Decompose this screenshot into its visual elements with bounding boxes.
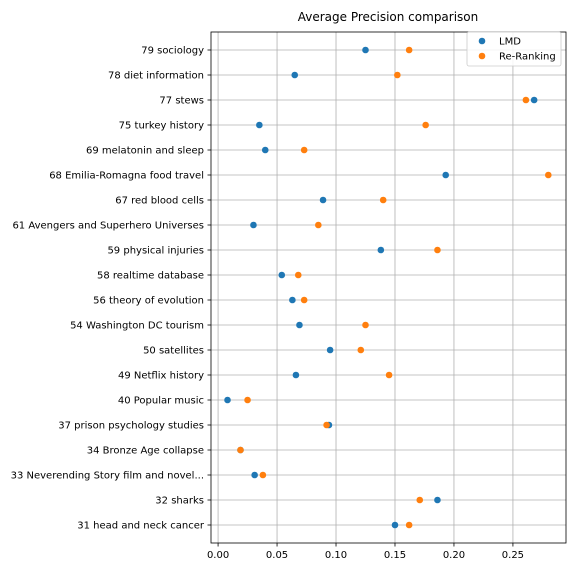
point-lmd bbox=[362, 46, 369, 54]
point-re-ranking bbox=[422, 121, 429, 129]
y-tick-label: 77 stews bbox=[159, 96, 204, 107]
point-re-ranking bbox=[294, 271, 302, 279]
point-re-ranking bbox=[244, 396, 251, 404]
y-tick-label: 69 melatonin and sleep bbox=[86, 146, 204, 157]
point-re-ranking bbox=[362, 321, 369, 329]
y-tick-label: 67 red blood cells bbox=[115, 196, 204, 207]
point-re-ranking bbox=[405, 46, 413, 54]
y-tick-label: 59 physical injuries bbox=[107, 246, 204, 257]
y-tick-label: 78 diet information bbox=[108, 71, 204, 82]
point-re-ranking bbox=[300, 296, 308, 304]
axis-ticks: 0.00 0.05 0.10 0.15 0.20 0.25 79 sociology 78 d… bbox=[11, 46, 524, 562]
point-lmd bbox=[319, 196, 327, 204]
point-lmd bbox=[261, 146, 269, 154]
point-re-ranking bbox=[259, 471, 267, 479]
point-lmd bbox=[326, 346, 334, 354]
point-lmd bbox=[442, 171, 450, 179]
point-re-ranking bbox=[323, 421, 330, 429]
x-tick-label: 0.00 bbox=[207, 550, 229, 561]
point-lmd bbox=[296, 321, 303, 329]
y-tick-label: 61 Avengers and Superhero Universes bbox=[12, 221, 204, 232]
point-re-ranking bbox=[545, 171, 552, 179]
point-lmd bbox=[256, 121, 263, 129]
point-re-ranking bbox=[405, 521, 413, 529]
point-lmd bbox=[434, 496, 441, 504]
point-re-ranking bbox=[237, 446, 244, 454]
point-lmd bbox=[291, 71, 299, 79]
point-lmd bbox=[289, 296, 296, 304]
point-lmd bbox=[224, 396, 231, 404]
x-tick-label: 0.15 bbox=[384, 550, 406, 561]
legend-label: Re-Ranking bbox=[499, 52, 556, 63]
grid bbox=[211, 32, 566, 543]
y-tick-label: 58 realtime database bbox=[97, 271, 204, 282]
point-lmd bbox=[292, 371, 300, 379]
legend-marker bbox=[478, 37, 486, 45]
point-lmd bbox=[278, 271, 286, 279]
legend: LMD Re-Ranking bbox=[466, 31, 562, 67]
point-re-ranking bbox=[522, 96, 530, 104]
point-lmd bbox=[530, 96, 538, 104]
point-lmd bbox=[251, 471, 258, 479]
point-re-ranking bbox=[416, 496, 424, 504]
x-tick-label: 0.25 bbox=[502, 550, 524, 561]
point-re-ranking bbox=[394, 71, 401, 79]
x-tick-label: 0.05 bbox=[266, 550, 288, 561]
y-tick-label: 68 Emilia-Romagna food travel bbox=[49, 171, 204, 182]
point-re-ranking bbox=[434, 246, 441, 254]
y-tick-label: 50 satellites bbox=[143, 346, 204, 357]
point-lmd bbox=[391, 521, 399, 529]
y-tick-label: 56 theory of evolution bbox=[93, 296, 204, 307]
y-tick-label: 31 head and neck cancer bbox=[77, 521, 205, 532]
y-tick-label: 75 turkey history bbox=[119, 121, 204, 132]
y-tick-label: 33 Neverending Story film and novel... bbox=[11, 471, 204, 482]
legend-label: LMD bbox=[499, 37, 521, 48]
y-tick-label: 34 Bronze Age collapse bbox=[87, 446, 204, 457]
point-re-ranking bbox=[315, 221, 322, 229]
point-re-ranking bbox=[385, 371, 393, 379]
y-tick-label: 32 sharks bbox=[155, 496, 204, 507]
point-lmd bbox=[250, 221, 257, 229]
legend-box bbox=[466, 31, 562, 67]
legend-marker bbox=[478, 52, 486, 60]
data-points bbox=[224, 46, 552, 529]
point-re-ranking bbox=[357, 346, 365, 354]
chart-title: Average Precision comparison bbox=[298, 10, 479, 24]
y-tick-label: 54 Washington DC tourism bbox=[70, 321, 204, 332]
y-tick-label: 37 prison psychology studies bbox=[58, 421, 204, 432]
point-re-ranking bbox=[379, 196, 387, 204]
point-re-ranking bbox=[300, 146, 308, 154]
x-tick-label: 0.20 bbox=[443, 550, 465, 561]
y-tick-label: 49 Netflix history bbox=[118, 371, 204, 382]
plot-area-frame bbox=[210, 31, 567, 544]
point-lmd bbox=[377, 246, 385, 254]
y-tick-label: 40 Popular music bbox=[118, 396, 204, 407]
y-tick-label: 79 sociology bbox=[141, 46, 204, 57]
x-tick-label: 0.10 bbox=[325, 550, 347, 561]
